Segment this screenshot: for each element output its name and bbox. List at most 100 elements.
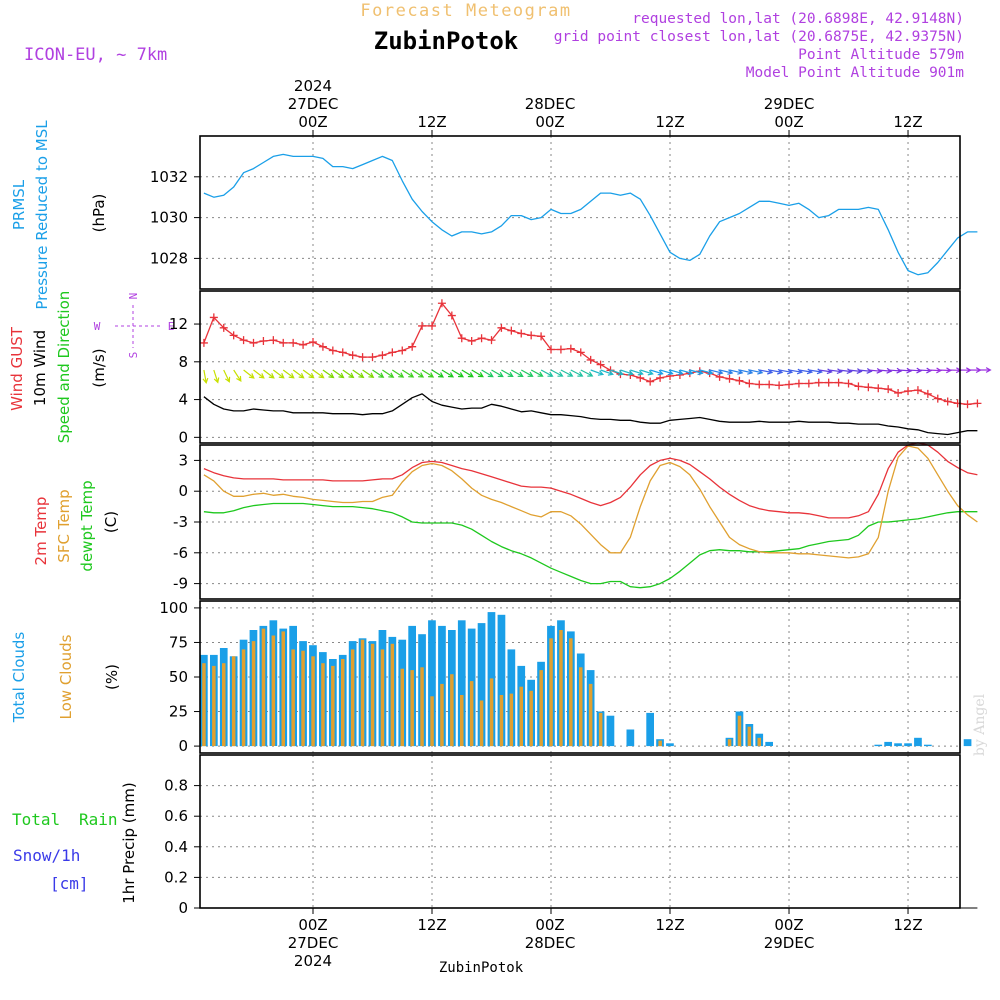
temp-sfc-label: SFC Temp — [55, 489, 73, 562]
model-altitude: Model Point Altitude 901m — [746, 65, 965, 81]
wind-direction-arrow — [620, 369, 634, 376]
panel5-ytick-label-2: 0.4 — [164, 838, 188, 856]
wind-gust-marker — [775, 381, 784, 390]
panel-frame-4 — [199, 600, 961, 754]
pressure-unit: (hPa) — [90, 194, 108, 233]
wind-gust-marker — [834, 378, 843, 387]
wind-direction-arrow — [253, 369, 265, 379]
wind-gust-marker — [209, 313, 218, 322]
total-cloud-bar — [646, 712, 654, 747]
wind-direction-arrow — [411, 369, 425, 378]
wind-direction-arrow — [540, 369, 554, 377]
wind-direction-arrow — [213, 369, 220, 384]
wind-gust-marker — [735, 376, 744, 385]
low-cloud-bar — [370, 643, 375, 747]
wind-gust-marker — [854, 382, 863, 391]
low-cloud-bar — [460, 695, 464, 747]
bottom-hour-3: 00Z — [535, 916, 564, 934]
point-altitude: Point Altitude 579m — [798, 47, 964, 63]
panel5-ytick-label-1: 0.2 — [164, 868, 188, 886]
panel1-ytick-label-1: 1030 — [150, 209, 188, 227]
low-cloud-bar — [737, 715, 742, 747]
low-cloud-bar — [519, 686, 523, 747]
total-cloud-bar — [874, 744, 883, 747]
low-cloud-bar — [350, 649, 355, 747]
low-cloud-bar — [212, 665, 216, 746]
wind-gust-marker — [556, 345, 565, 354]
wind-direction-arrow — [511, 369, 524, 378]
wind-direction-arrow — [699, 369, 714, 376]
wind-direction-arrow — [977, 367, 992, 373]
top-hour-5: 00Z — [774, 113, 803, 131]
wind-gust-marker — [844, 379, 853, 388]
bottom-date-1: 27DEC — [288, 934, 339, 952]
panel-frame-3 — [199, 444, 961, 600]
wind-direction-arrow — [530, 369, 544, 377]
panel4-ytick-label-1: 25 — [169, 703, 188, 721]
wind-direction-arrow — [282, 369, 295, 379]
precip-cm-label: [cm] — [50, 874, 89, 893]
bottom-date-3: 29DEC — [764, 934, 815, 952]
bottom-year: 2024 — [294, 952, 332, 970]
wind-gust-marker — [457, 334, 466, 343]
wind-direction-arrow — [669, 369, 684, 376]
footer-location: ZubinPotok — [439, 960, 524, 976]
low-cloud-bar — [559, 630, 563, 747]
wind-direction-arrow — [302, 369, 315, 379]
low-cloud-bar — [430, 696, 434, 746]
prmsl-desc-label: Pressure Reduced to MSL — [33, 120, 51, 310]
panel4-ytick-label-3: 75 — [169, 633, 188, 651]
wind-gust-marker — [765, 380, 774, 389]
panel2-ytick-label-0: 0 — [178, 428, 188, 446]
bottom-hour-6: 12Z — [893, 916, 922, 934]
low-cloud-bar — [539, 670, 543, 747]
low-cloud-bar — [569, 638, 573, 747]
wind-unit: (m/s) — [90, 348, 108, 387]
temp-2m-label: 2m Temp — [32, 497, 50, 566]
wind-gust-marker — [923, 389, 932, 398]
panel5-ytick-label-0: 0 — [178, 899, 188, 917]
wind-gust-marker — [904, 387, 913, 396]
prmsl-label: PRMSL — [10, 179, 28, 230]
wind-gust-marker — [418, 321, 427, 330]
wind-gust-marker — [755, 380, 764, 389]
panel5-ytick-label-3: 0.6 — [164, 807, 188, 825]
wind-gust-marker — [725, 374, 734, 383]
total-cloud-bar — [894, 743, 902, 747]
wind-direction-arrow — [610, 369, 624, 376]
wind-direction-arrow — [907, 367, 923, 374]
wind-gust-marker — [487, 336, 496, 345]
panel4-ytick-label-4: 100 — [159, 599, 188, 617]
low-cloud-bar — [301, 650, 305, 746]
wind-gust-marker — [507, 326, 516, 335]
temp-unit: (C) — [102, 511, 120, 533]
wind-direction-arrow — [501, 369, 514, 378]
low-cloud-bar — [271, 635, 276, 746]
wind-dir-label: Speed and Direction — [55, 291, 73, 444]
low-cloud-bar — [291, 649, 295, 747]
total-cloud-bar — [924, 744, 932, 747]
low-cloud-bar — [420, 667, 424, 747]
low-cloud-bar — [261, 628, 266, 747]
wind-direction-arrow — [640, 369, 654, 376]
wind-gust-line — [203, 302, 978, 405]
panel3-ytick-label-0: -9 — [173, 575, 188, 593]
wind-direction-arrow — [421, 369, 435, 378]
wind-direction-arrow — [263, 369, 275, 379]
panel3-ytick-label-1: -6 — [173, 544, 188, 562]
low-cloud-bar — [509, 693, 514, 747]
low-cloud-bar — [469, 681, 474, 746]
top-hour-6: 12Z — [893, 113, 922, 131]
total-cloud-bar — [428, 620, 436, 746]
low-cloud-bar — [311, 656, 315, 747]
wind-direction-arrow — [878, 367, 893, 374]
wind-gust-marker — [368, 353, 377, 362]
low-cloud-bar — [241, 649, 246, 747]
wind-gust-marker — [894, 388, 903, 397]
wind-gust-marker — [447, 311, 456, 320]
low-cloud-bar — [440, 683, 444, 747]
low-cloud-bar — [281, 631, 285, 747]
precip-snow-label: Snow/1h — [13, 846, 80, 865]
low-cloud-bar — [598, 712, 603, 747]
